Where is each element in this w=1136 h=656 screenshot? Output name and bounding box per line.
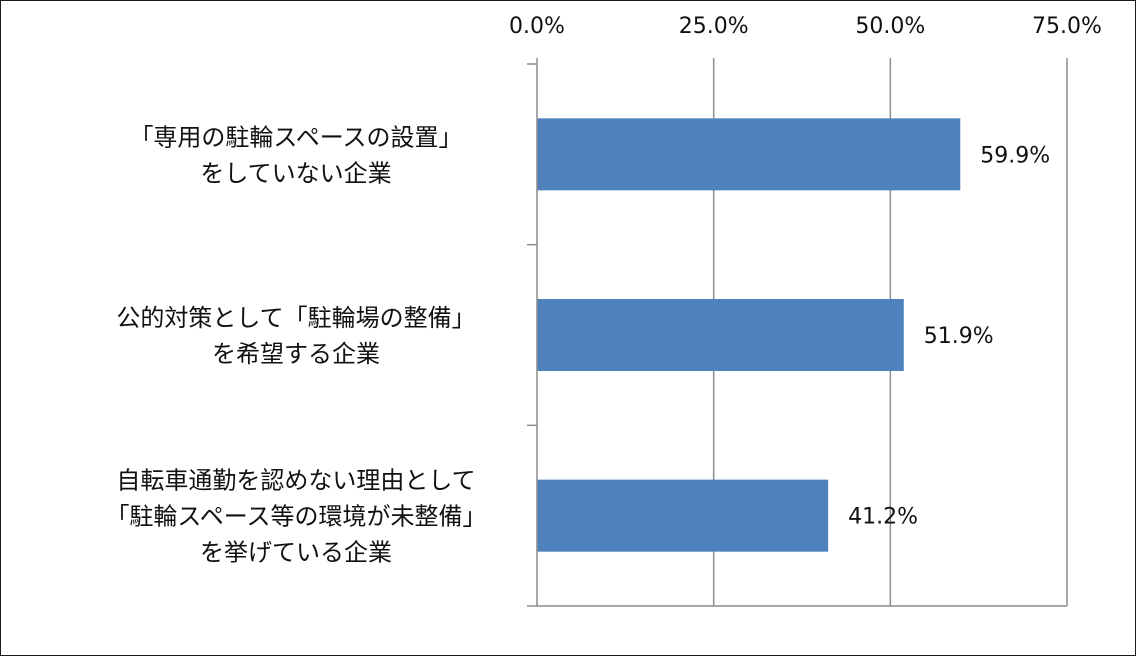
category-label-line: 「専用の駐輪スペースの設置」 (129, 123, 462, 151)
data-label: 59.9% (980, 143, 1050, 168)
data-label: 41.2% (848, 505, 918, 530)
category-label-line: 自転車通勤を認めない理由として (116, 467, 475, 495)
category-label: 「専用の駐輪スペースの設置」をしていない企業 (129, 123, 462, 187)
x-tick-label: 75.0% (1032, 14, 1102, 39)
x-tick-label: 25.0% (679, 14, 749, 39)
category-label-line: 公的対策として「駐輪場の整備」 (116, 304, 475, 332)
bar (537, 299, 904, 371)
data-label: 51.9% (924, 324, 994, 349)
bar (537, 479, 829, 552)
category-label-line: 「駐輪スペース等の環境が未整備」 (105, 503, 486, 531)
category-label: 公的対策として「駐輪場の整備」を希望する企業 (116, 304, 475, 368)
category-label-line: を挙げている企業 (200, 539, 392, 567)
category-label-line: を希望する企業 (212, 340, 380, 368)
bar (537, 118, 961, 191)
bars (537, 118, 961, 552)
category-label-line: をしていない企業 (200, 159, 391, 187)
x-tick-label: 0.0% (509, 14, 565, 39)
category-label: 自転車通勤を認めない理由として「駐輪スペース等の環境が未整備」を挙げている企業 (105, 467, 486, 567)
axes (527, 58, 1068, 607)
labels: 0.0% 25.0% 50.0% 75.0% 59.9% 「専用の駐輪スペースの設置」をし… (105, 14, 1102, 567)
x-tick-label: 50.0% (855, 14, 925, 39)
